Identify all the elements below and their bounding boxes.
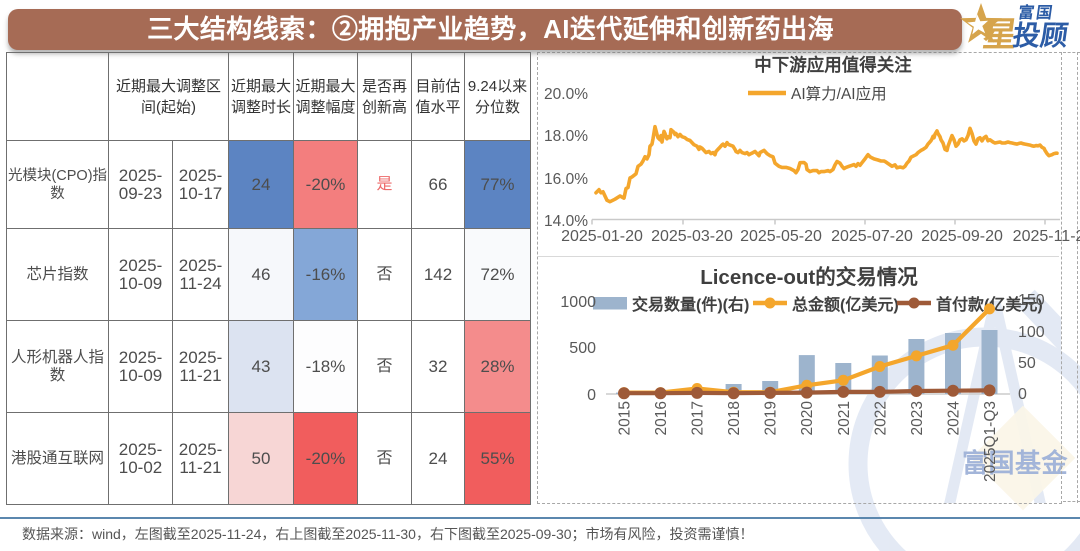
svg-text:1000: 1000	[560, 294, 596, 311]
svg-text:2025-01-20: 2025-01-20	[561, 228, 643, 245]
svg-text:2024: 2024	[946, 401, 963, 436]
svg-text:50: 50	[1018, 355, 1036, 372]
svg-text:2022: 2022	[872, 401, 889, 435]
svg-text:16.0%: 16.0%	[544, 171, 588, 188]
svg-text:Licence-out的交易情况: Licence-out的交易情况	[700, 265, 918, 289]
svg-text:500: 500	[569, 340, 596, 357]
svg-text:2018: 2018	[726, 401, 743, 435]
svg-text:2015: 2015	[617, 401, 634, 435]
svg-text:2025Q1-Q3: 2025Q1-Q3	[982, 401, 999, 482]
svg-text:2025-07-20: 2025-07-20	[831, 228, 913, 245]
svg-text:2025-09-20: 2025-09-20	[921, 228, 1003, 245]
svg-text:0: 0	[587, 387, 596, 404]
svg-text:星: 星	[980, 16, 1019, 54]
svg-text:2019: 2019	[763, 401, 780, 435]
svg-text:2025-03-20: 2025-03-20	[651, 228, 733, 245]
svg-text:18.0%: 18.0%	[544, 128, 588, 145]
svg-text:AI算力/AI应用: AI算力/AI应用	[791, 84, 887, 103]
svg-text:0: 0	[1018, 386, 1027, 403]
svg-text:2025-11-20: 2025-11-20	[1013, 228, 1080, 245]
svg-text:投顾: 投顾	[1011, 20, 1071, 51]
svg-text:总金额(亿美元): 总金额(亿美元)	[792, 295, 899, 314]
svg-text:中下游应用值得关注: 中下游应用值得关注	[754, 55, 912, 75]
svg-text:2025-05-20: 2025-05-20	[740, 228, 822, 245]
svg-text:交易数量(件)(右): 交易数量(件)(右)	[632, 295, 749, 314]
svg-text:2016: 2016	[653, 401, 670, 435]
svg-text:富国: 富国	[1017, 3, 1056, 22]
svg-text:100: 100	[1018, 324, 1045, 341]
svg-text:20.0%: 20.0%	[544, 86, 588, 103]
svg-text:14.0%: 14.0%	[544, 213, 588, 230]
svg-text:2023: 2023	[909, 401, 926, 435]
svg-text:富国基金: 富国基金	[962, 448, 1069, 478]
svg-text:2020: 2020	[799, 401, 816, 436]
svg-text:150: 150	[1018, 292, 1045, 309]
svg-text:2017: 2017	[690, 401, 707, 435]
svg-text:2021: 2021	[836, 401, 853, 435]
